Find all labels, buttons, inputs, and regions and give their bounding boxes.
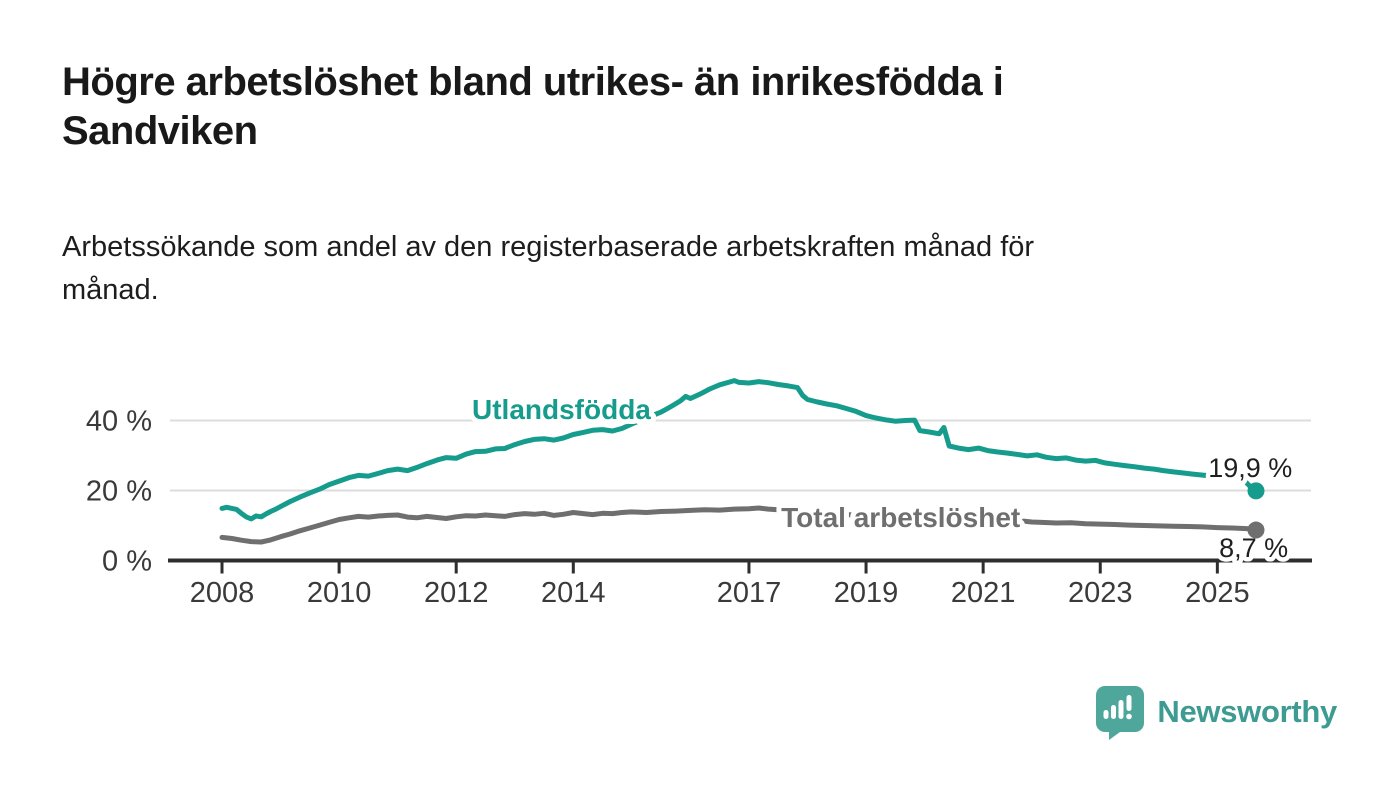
y-axis-label-40: 40 % bbox=[86, 406, 152, 438]
bar-chart-glyph bbox=[1103, 695, 1133, 720]
x-axis-label-2019: 2019 bbox=[834, 577, 899, 609]
x-axis-label-2023: 2023 bbox=[1068, 577, 1133, 609]
series-label-utlandsf-dda: Utlandsfödda bbox=[472, 394, 651, 425]
chart-subtitle: Arbetssökande som andel av den registerb… bbox=[62, 226, 1034, 312]
newsworthy-logo-icon bbox=[1096, 686, 1145, 740]
y-axis-label-0: 0 % bbox=[102, 546, 152, 578]
y-axis-label-20: 20 % bbox=[86, 476, 152, 508]
end-dot-utlandsfodda bbox=[1247, 482, 1265, 500]
page-title-line2: Sandviken bbox=[62, 109, 258, 153]
series-line-utlandsfodda bbox=[219, 378, 1259, 522]
end-dot-total-arbetsloshet bbox=[1247, 521, 1265, 539]
x-axis-label-2010: 2010 bbox=[307, 577, 372, 609]
value-label-19-9-: 19,9 % bbox=[1208, 453, 1292, 483]
x-axis-label-2017: 2017 bbox=[717, 577, 782, 609]
x-axis-label-2021: 2021 bbox=[951, 577, 1016, 609]
chart-subtitle-line2: månad. bbox=[62, 274, 159, 306]
x-axis-label-2012: 2012 bbox=[424, 577, 489, 609]
value-label-8-7-: 8,7 % bbox=[1219, 533, 1288, 563]
newsworthy-logo: Newsworthy bbox=[1092, 684, 1337, 740]
page-title: Högre arbetslöshet bland utrikes- än inr… bbox=[62, 58, 1004, 156]
chart-subtitle-line1: Arbetssökande som andel av den registerb… bbox=[62, 231, 1035, 263]
x-axis-label-2014: 2014 bbox=[541, 577, 606, 609]
series-label-total-arbetsl-shet: Total arbetslöshet bbox=[781, 502, 1020, 533]
newsworthy-wordmark: Newsworthy bbox=[1157, 694, 1337, 729]
x-axis-label-2025: 2025 bbox=[1185, 577, 1250, 609]
page-title-line1: Högre arbetslöshet bland utrikes- än inr… bbox=[62, 60, 1004, 104]
x-axis-label-2008: 2008 bbox=[190, 577, 255, 609]
series-line-total-arbetsloshet bbox=[219, 505, 1259, 545]
